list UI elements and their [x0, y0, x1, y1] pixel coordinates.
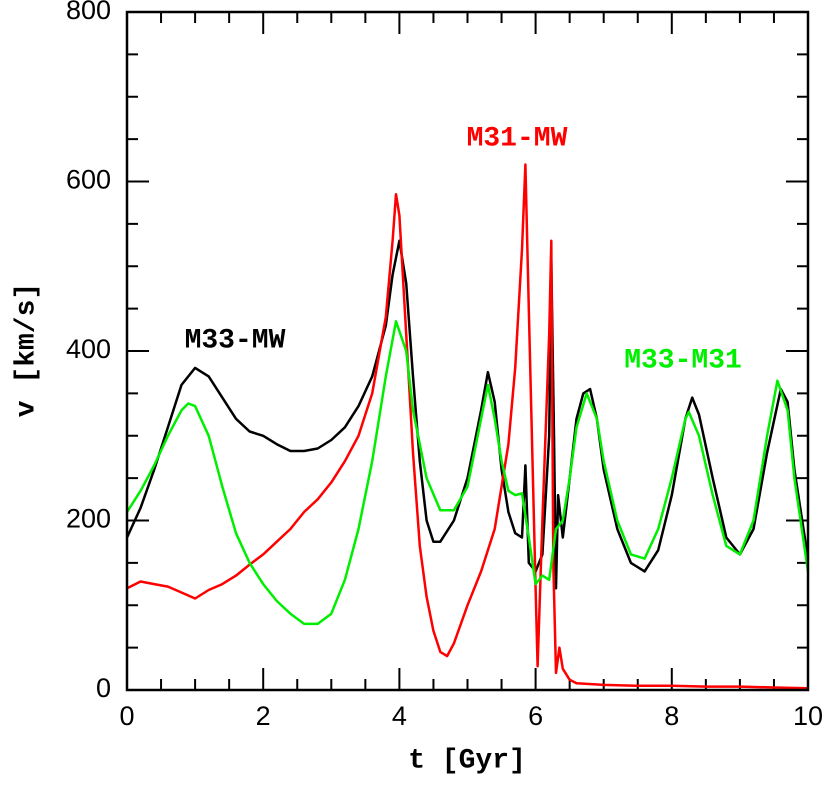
x-tick-label: 0	[119, 701, 134, 731]
x-tick-label: 4	[392, 701, 407, 731]
x-tick-label: 6	[528, 701, 543, 731]
series-line	[126, 163, 809, 690]
y-tick-label: 600	[66, 165, 111, 195]
x-tick-label: 10	[793, 701, 823, 731]
x-axis-label: t [Gyr]	[408, 745, 526, 776]
y-axis-label: v [km/s]	[11, 283, 42, 417]
y-tick-label: 400	[66, 334, 111, 364]
series-line	[125, 320, 810, 626]
series-label: M33-M31	[624, 345, 742, 376]
y-tick-label: 0	[96, 673, 111, 703]
y-tick-label: 800	[66, 0, 111, 25]
series-label: M31-MW	[467, 123, 568, 154]
x-tick-label: 2	[256, 701, 271, 731]
x-tick-label: 8	[664, 701, 679, 731]
plot-frame	[125, 10, 810, 692]
series-line	[125, 239, 810, 590]
y-tick-label: 200	[66, 504, 111, 534]
series-label: M33-MW	[185, 325, 286, 356]
